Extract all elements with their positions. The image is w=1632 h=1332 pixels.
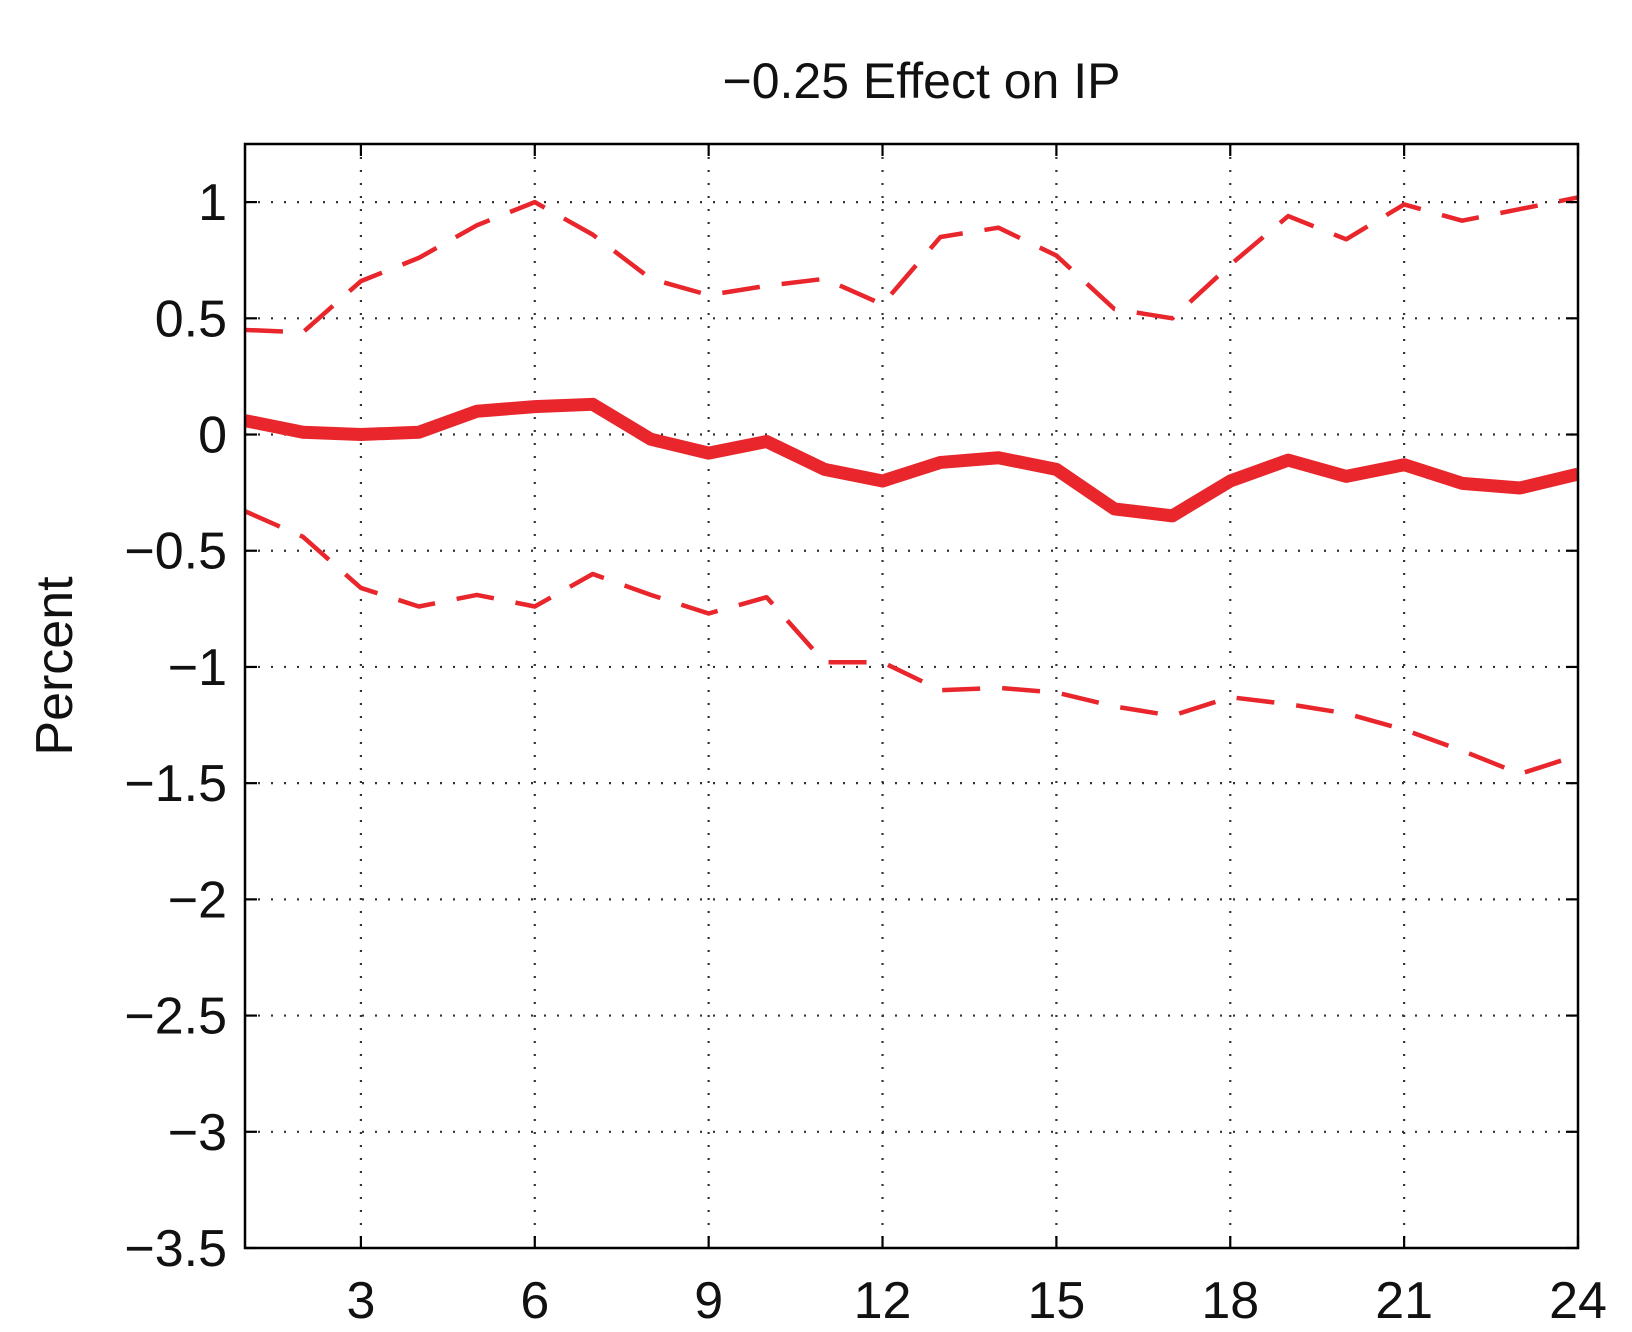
y-tick-label: −2 (168, 871, 227, 929)
series-layer (243, 195, 1580, 777)
y-tick-label: −3 (168, 1104, 227, 1162)
y-tick-label: −0.5 (124, 523, 227, 581)
y-tick-label: −1 (168, 639, 227, 697)
confidence-band-line (244, 509, 1579, 777)
y-tick-label: −3.5 (124, 1220, 227, 1278)
x-tick-label: 6 (520, 1272, 549, 1330)
x-tick-label: 24 (1549, 1272, 1607, 1330)
y-tick-label: 0 (198, 407, 227, 465)
y-tick-label: 1 (198, 174, 227, 232)
y-tick-label: −2.5 (124, 988, 227, 1046)
ticks: 3 6 9 12 15 18 21 24 1 0.5 0 −0.5 −1 −1.5 −2 −2.5 −3 −3.5 (124, 144, 1607, 1330)
chart-title: −0.25 Effect on IP (723, 53, 1121, 109)
plot-area-frame (243, 142, 1580, 1250)
confidence-band-line (244, 195, 1579, 335)
y-tick-label: 0.5 (155, 290, 227, 348)
x-tick-label: 21 (1375, 1272, 1433, 1330)
y-axis-label: Percent (26, 576, 84, 756)
response-line (243, 397, 1580, 523)
x-tick-label: 15 (1027, 1272, 1085, 1330)
x-tick-label: 18 (1201, 1272, 1259, 1330)
grid (245, 144, 1578, 1248)
x-tick-label: 9 (694, 1272, 723, 1330)
x-tick-label: 12 (854, 1272, 912, 1330)
x-tick-label: 3 (346, 1272, 375, 1330)
y-tick-label: −1.5 (124, 755, 227, 813)
